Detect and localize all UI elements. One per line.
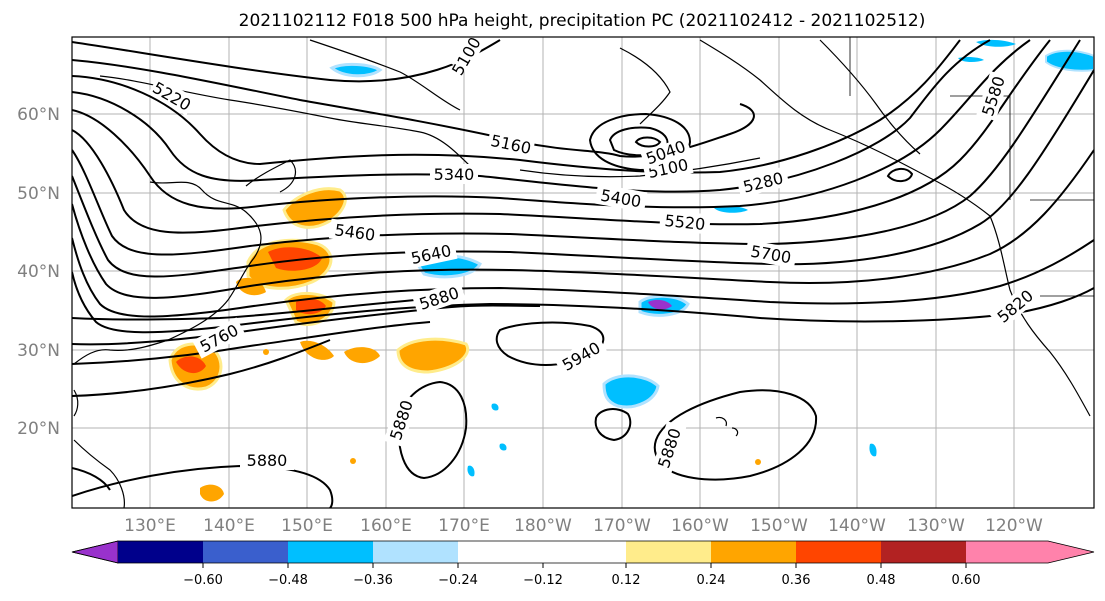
lat-label: 50°N	[17, 184, 60, 204]
colorbar-segment	[881, 541, 966, 563]
contour-label: 5880	[247, 451, 288, 470]
lat-label: 20°N	[17, 419, 60, 439]
lon-label: 170°E	[438, 516, 490, 536]
lon-label: 170°W	[593, 516, 651, 536]
latitude-labels: 60°N 50°N 40°N 30°N 20°N	[17, 105, 60, 439]
colorbar: −0.60 −0.48 −0.36 −0.24 −0.12 0.12 0.24 …	[71, 540, 1095, 588]
lon-label: 130°W	[907, 516, 965, 536]
colorbar-segment	[796, 541, 881, 563]
colorbar-tick-label: −0.60	[183, 573, 223, 588]
colorbar-tick-label: 0.48	[867, 573, 896, 588]
colorbar-segment	[711, 541, 796, 563]
lon-label: 150°E	[281, 516, 333, 536]
colorbar-ticks	[202, 563, 967, 568]
page-title: 2021102112 F018 500 hPa height, precipit…	[239, 11, 926, 31]
lat-label: 40°N	[17, 262, 60, 282]
colorbar-tick-label: 0.24	[697, 573, 726, 588]
lon-label: 180°W	[514, 516, 572, 536]
contour-label: 5340	[434, 165, 475, 184]
colorbar-segment	[118, 541, 203, 563]
lon-label: 130°E	[124, 516, 176, 536]
lat-label: 60°N	[17, 105, 60, 125]
colorbar-segment	[966, 541, 1094, 563]
lon-label: 140°W	[828, 516, 886, 536]
colorbar-segment	[373, 541, 458, 563]
lon-label: 120°W	[985, 516, 1043, 536]
colorbar-segment	[71, 540, 119, 564]
colorbar-tick-label: 0.12	[612, 573, 641, 588]
height-contours	[72, 39, 1094, 508]
colorbar-tick-label: 0.36	[782, 573, 811, 588]
map-frame	[71, 36, 1095, 509]
contour-label: 5520	[664, 211, 706, 234]
lon-label: 140°E	[203, 516, 255, 536]
colorbar-tick-label: −0.24	[438, 573, 478, 588]
colorbar-tick-label: −0.12	[523, 573, 563, 588]
colorbar-segment	[203, 541, 288, 563]
map-panel: 5100 5220 5160 5340 5400 5100 5280 5580 …	[71, 36, 1095, 509]
colorbar-tick-label: 0.60	[952, 573, 981, 588]
lon-label: 160°W	[671, 516, 729, 536]
colorbar-tick-label: −0.36	[353, 573, 393, 588]
colorbar-segment	[458, 541, 626, 563]
lon-label: 160°E	[360, 516, 412, 536]
lat-label: 30°N	[17, 341, 60, 361]
colorbar-segment	[288, 541, 373, 563]
colorbar-segment	[626, 541, 711, 563]
colorbar-outline	[71, 540, 1095, 564]
lon-label: 150°W	[750, 516, 808, 536]
longitude-labels: 130°E 140°E 150°E 160°E 170°E 180°W 170°…	[124, 516, 1043, 536]
colorbar-tick-label: −0.48	[268, 573, 308, 588]
